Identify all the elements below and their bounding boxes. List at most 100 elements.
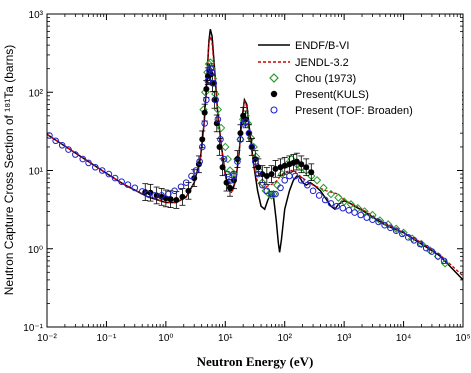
point-present-tof-broaden: [52, 137, 59, 145]
point-present-tof-broaden: [410, 237, 418, 244]
y-tick-label: 10³: [29, 10, 44, 21]
x-axis-title: Neutron Energy (eV): [197, 354, 314, 369]
point-present-tof-broaden: [124, 181, 132, 188]
point-chou-1973: [312, 176, 322, 185]
point-present-kuls: [308, 169, 315, 176]
point-present-tof-broaden: [92, 163, 99, 171]
point-chou-1973: [368, 210, 377, 220]
point-present-tof-broaden: [255, 170, 262, 178]
point-present-tof-broaden: [428, 248, 436, 255]
point-chou-1973: [326, 189, 336, 199]
point-present-kuls: [248, 143, 255, 150]
point-present-tof-broaden: [398, 230, 406, 238]
y-tick-label: 10²: [29, 88, 44, 99]
y-tick-label: 10⁰: [28, 245, 43, 256]
legend-label-jendl: JENDL-3.2: [295, 57, 349, 69]
point-present-tof-broaden: [72, 151, 79, 158]
point-present-tof-broaden: [252, 158, 259, 165]
point-present-tof-broaden: [327, 200, 335, 207]
legend-chou-diamond-icon: [269, 73, 279, 83]
point-present-tof-broaden: [369, 216, 376, 224]
point-present-tof-broaden: [208, 68, 216, 76]
x-tick-label: 10²: [277, 333, 292, 344]
point-present-tof-broaden: [440, 257, 448, 265]
legend-box: [252, 36, 462, 124]
point-present-kuls: [185, 187, 192, 194]
point-present-tof-broaden: [315, 192, 323, 199]
point-present-kuls: [191, 175, 198, 182]
point-chou-1973: [353, 203, 363, 213]
point-present-kuls: [263, 173, 270, 180]
point-present-tof-broaden: [277, 184, 284, 192]
y-axis-title: Neutron Capture Cross Section of ¹⁸¹Ta (…: [2, 45, 16, 296]
point-present-tof-broaden: [118, 178, 125, 185]
point-present-tof-broaden: [196, 158, 203, 165]
point-present-tof-broaden: [182, 179, 190, 186]
point-present-kuls: [167, 196, 174, 203]
point-present-kuls: [237, 130, 244, 137]
point-present-tof-broaden: [422, 244, 430, 252]
point-present-tof-broaden: [214, 116, 222, 123]
point-present-tof-broaden: [434, 253, 442, 260]
y-tick-label: 10⁻¹: [23, 323, 43, 334]
point-chou-1973: [391, 224, 401, 233]
point-present-tof-broaden: [272, 190, 279, 198]
legend-kuls-circle-icon: [270, 90, 278, 98]
point-present-tof-broaden: [237, 136, 244, 143]
point-present-tof-broaden: [291, 172, 299, 180]
point-present-tof-broaden: [234, 158, 241, 165]
x-tick-label: 10³: [337, 333, 352, 344]
point-present-tof-broaden: [416, 240, 424, 248]
point-present-kuls: [281, 162, 288, 169]
point-present-kuls: [153, 192, 160, 199]
series-present-tof-broaden: [47, 65, 448, 265]
plot-frame: [46, 13, 464, 328]
legend-label-chou: Chou (1973): [295, 73, 356, 85]
legend-tof-circle-icon: [270, 106, 278, 114]
point-present-kuls: [199, 136, 206, 143]
point-present-tof-broaden: [230, 172, 238, 180]
point-present-tof-broaden: [188, 172, 195, 180]
series-jendl-3-2: [47, 36, 463, 277]
point-present-tof-broaden: [212, 96, 220, 104]
point-present-tof-broaden: [158, 192, 165, 199]
point-present-tof-broaden: [351, 209, 358, 216]
point-present-tof-broaden: [47, 132, 53, 139]
point-present-tof-broaden: [198, 143, 206, 151]
point-present-kuls: [179, 193, 186, 200]
point-present-tof-broaden: [111, 174, 119, 182]
point-present-tof-broaden: [404, 234, 412, 241]
point-present-kuls: [268, 171, 275, 178]
point-present-tof-broaden: [207, 65, 215, 72]
point-chou-1973: [334, 193, 343, 202]
point-chou-1973: [258, 178, 267, 187]
point-present-tof-broaden: [204, 77, 212, 85]
point-present-tof-broaden: [245, 129, 253, 137]
point-present-tof-broaden: [65, 146, 72, 153]
point-present-kuls: [213, 120, 220, 127]
point-chou-1973: [221, 142, 230, 152]
point-chou-1973: [440, 259, 450, 268]
point-present-tof-broaden: [387, 224, 394, 232]
x-tick-label: 10⁵: [455, 333, 470, 344]
point-present-tof-broaden: [192, 167, 200, 174]
point-present-tof-broaden: [268, 190, 275, 198]
point-present-tof-broaden: [248, 143, 256, 151]
point-present-tof-broaden: [58, 141, 66, 149]
point-present-tof-broaden: [309, 187, 317, 195]
point-present-tof-broaden: [177, 183, 185, 191]
point-chou-1973: [417, 239, 426, 249]
legend-label-kuls: Present(KULS): [295, 89, 369, 101]
point-present-tof-broaden: [321, 196, 329, 204]
point-present-tof-broaden: [333, 202, 341, 210]
point-present-tof-broaden: [79, 155, 87, 163]
point-present-tof-broaden: [171, 187, 178, 195]
legend: ENDF/B-VI JENDL-3.2 Chou (1973) Present(…: [252, 36, 462, 124]
x-tick-label: 10⁻¹: [97, 333, 117, 344]
x-tick-label: 10¹: [218, 333, 233, 344]
point-chou-1973: [273, 180, 282, 190]
point-present-tof-broaden: [210, 80, 218, 87]
legend-label-tof: Present (TOF: Broaden): [295, 105, 413, 117]
point-present-kuls: [226, 184, 233, 191]
